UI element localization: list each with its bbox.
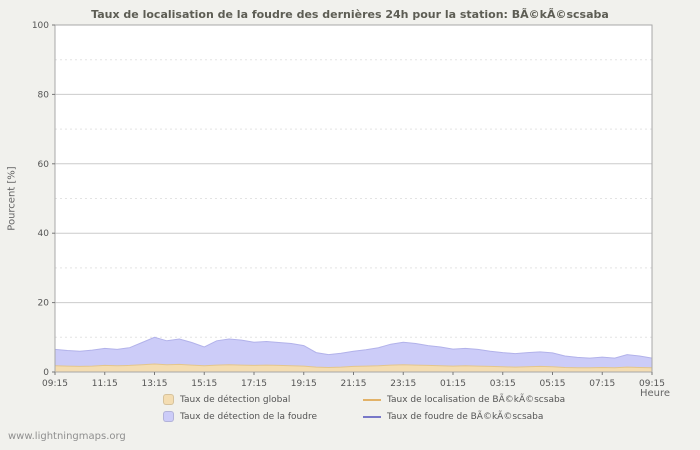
- legend-item-detection-global: Taux de détection global: [163, 394, 355, 405]
- svg-text:21:15: 21:15: [341, 379, 367, 389]
- svg-text:01:15: 01:15: [440, 379, 466, 389]
- legend-item-foudre-station: Taux de foudre de BÃ©kÃ©scsaba: [363, 411, 565, 422]
- svg-text:07:15: 07:15: [589, 379, 615, 389]
- legend-swatch-localisation-station: [363, 398, 381, 401]
- svg-text:13:15: 13:15: [142, 379, 168, 389]
- legend-label-detection-foudre: Taux de détection de la foudre: [180, 411, 318, 422]
- x-axis-title: Heure: [639, 388, 670, 399]
- legend-label-foudre-station: Taux de foudre de BÃ©kÃ©scsaba: [387, 411, 544, 422]
- svg-text:11:15: 11:15: [92, 379, 118, 389]
- svg-text:23:15: 23:15: [390, 379, 416, 389]
- y-axis-title: Pourcent [%]: [6, 166, 18, 231]
- chart-legend: Taux de détection global Taux de localis…: [163, 394, 565, 422]
- lightningmaps-footer-link[interactable]: www.lightningmaps.org: [8, 431, 126, 442]
- svg-text:40: 40: [38, 229, 50, 239]
- legend-swatch-detection-global: [163, 394, 174, 405]
- svg-text:80: 80: [38, 90, 50, 100]
- svg-text:17:15: 17:15: [241, 379, 267, 389]
- legend-item-detection-foudre: Taux de détection de la foudre: [163, 411, 355, 422]
- legend-label-detection-global: Taux de détection global: [180, 394, 291, 405]
- legend-swatch-foudre-station: [363, 415, 381, 418]
- svg-text:09:15: 09:15: [42, 379, 68, 389]
- svg-text:09:15: 09:15: [639, 379, 665, 389]
- svg-text:0: 0: [43, 368, 49, 378]
- svg-text:100: 100: [32, 21, 49, 31]
- svg-text:19:15: 19:15: [291, 379, 317, 389]
- svg-text:20: 20: [38, 299, 50, 309]
- svg-text:03:15: 03:15: [490, 379, 516, 389]
- legend-swatch-detection-foudre: [163, 411, 174, 422]
- legend-item-localisation-station: Taux de localisation de BÃ©kÃ©scsaba: [363, 394, 565, 405]
- svg-text:15:15: 15:15: [191, 379, 217, 389]
- y-axis-title-wrap: Pourcent [%]: [0, 25, 24, 372]
- svg-text:05:15: 05:15: [540, 379, 566, 389]
- legend-label-localisation-station: Taux de localisation de BÃ©kÃ©scsaba: [387, 394, 566, 405]
- svg-text:60: 60: [38, 160, 50, 170]
- chart-title: Taux de localisation de la foudre des de…: [91, 8, 609, 21]
